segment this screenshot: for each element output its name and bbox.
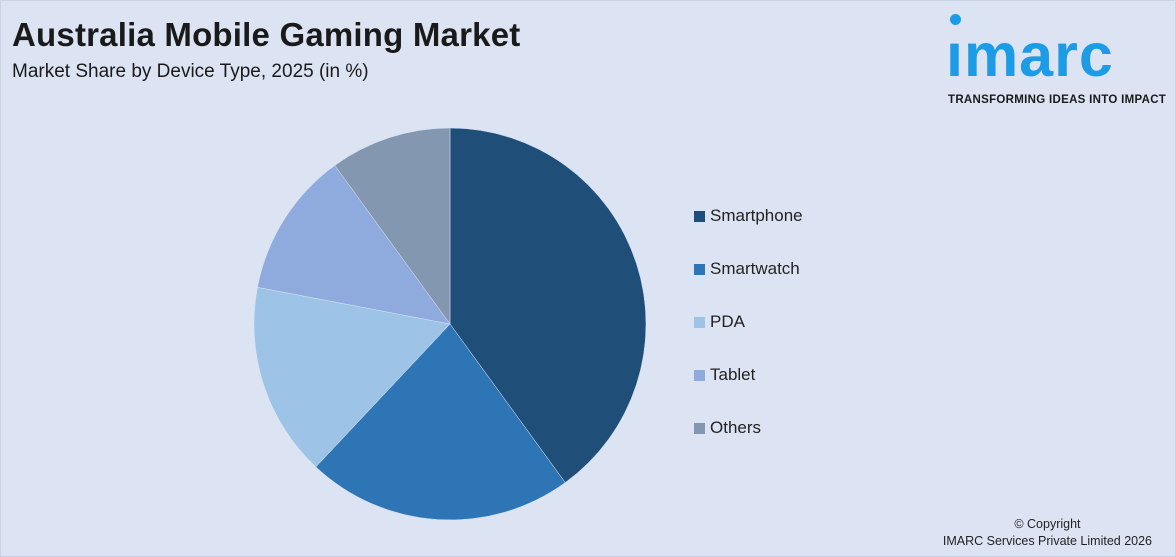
legend-item-smartwatch: Smartwatch xyxy=(694,259,803,312)
legend-label: Smartphone xyxy=(710,206,803,225)
pie-slice-smartphone xyxy=(449,127,647,483)
legend-label: PDA xyxy=(710,312,745,331)
logo-wordmark: ımarc xyxy=(946,21,1114,89)
logo-tagline: TRANSFORMING IDEAS INTO IMPACT xyxy=(948,94,1167,106)
legend-item-pda: PDA xyxy=(694,312,803,365)
legend-label: Smartwatch xyxy=(710,259,800,278)
pie-slice-pda xyxy=(253,286,451,468)
imarc-logo: ımarc TRANSFORMING IDEAS INTO IMPACT xyxy=(946,12,1172,108)
chart-legend: Smartphone Smartwatch PDA Tablet Others xyxy=(694,206,803,471)
pie-slice-tablet xyxy=(257,165,451,325)
legend-label: Others xyxy=(710,418,762,437)
legend-item-tablet: Tablet xyxy=(694,365,803,418)
pie-slice-smartwatch xyxy=(315,323,566,521)
logo-dot-icon xyxy=(950,14,961,25)
legend-item-others: Others xyxy=(694,418,803,471)
legend-swatch xyxy=(694,264,705,275)
pie-slice-others xyxy=(334,127,451,325)
copyright-line-2: IMARC Services Private Limited 2026 xyxy=(942,534,1152,548)
chart-title: Australia Mobile Gaming Market xyxy=(12,16,521,53)
legend-swatch xyxy=(694,370,705,381)
legend-swatch xyxy=(694,317,705,328)
chart-subtitle: Market Share by Device Type, 2025 (in %) xyxy=(12,61,369,82)
copyright-notice: © Copyright IMARC Services Private Limit… xyxy=(943,516,1152,550)
legend-item-smartphone: Smartphone xyxy=(694,206,803,259)
legend-swatch xyxy=(694,211,705,222)
copyright-line-1: © Copyright xyxy=(1014,517,1081,531)
legend-label: Tablet xyxy=(710,365,756,384)
legend-swatch xyxy=(694,423,705,434)
